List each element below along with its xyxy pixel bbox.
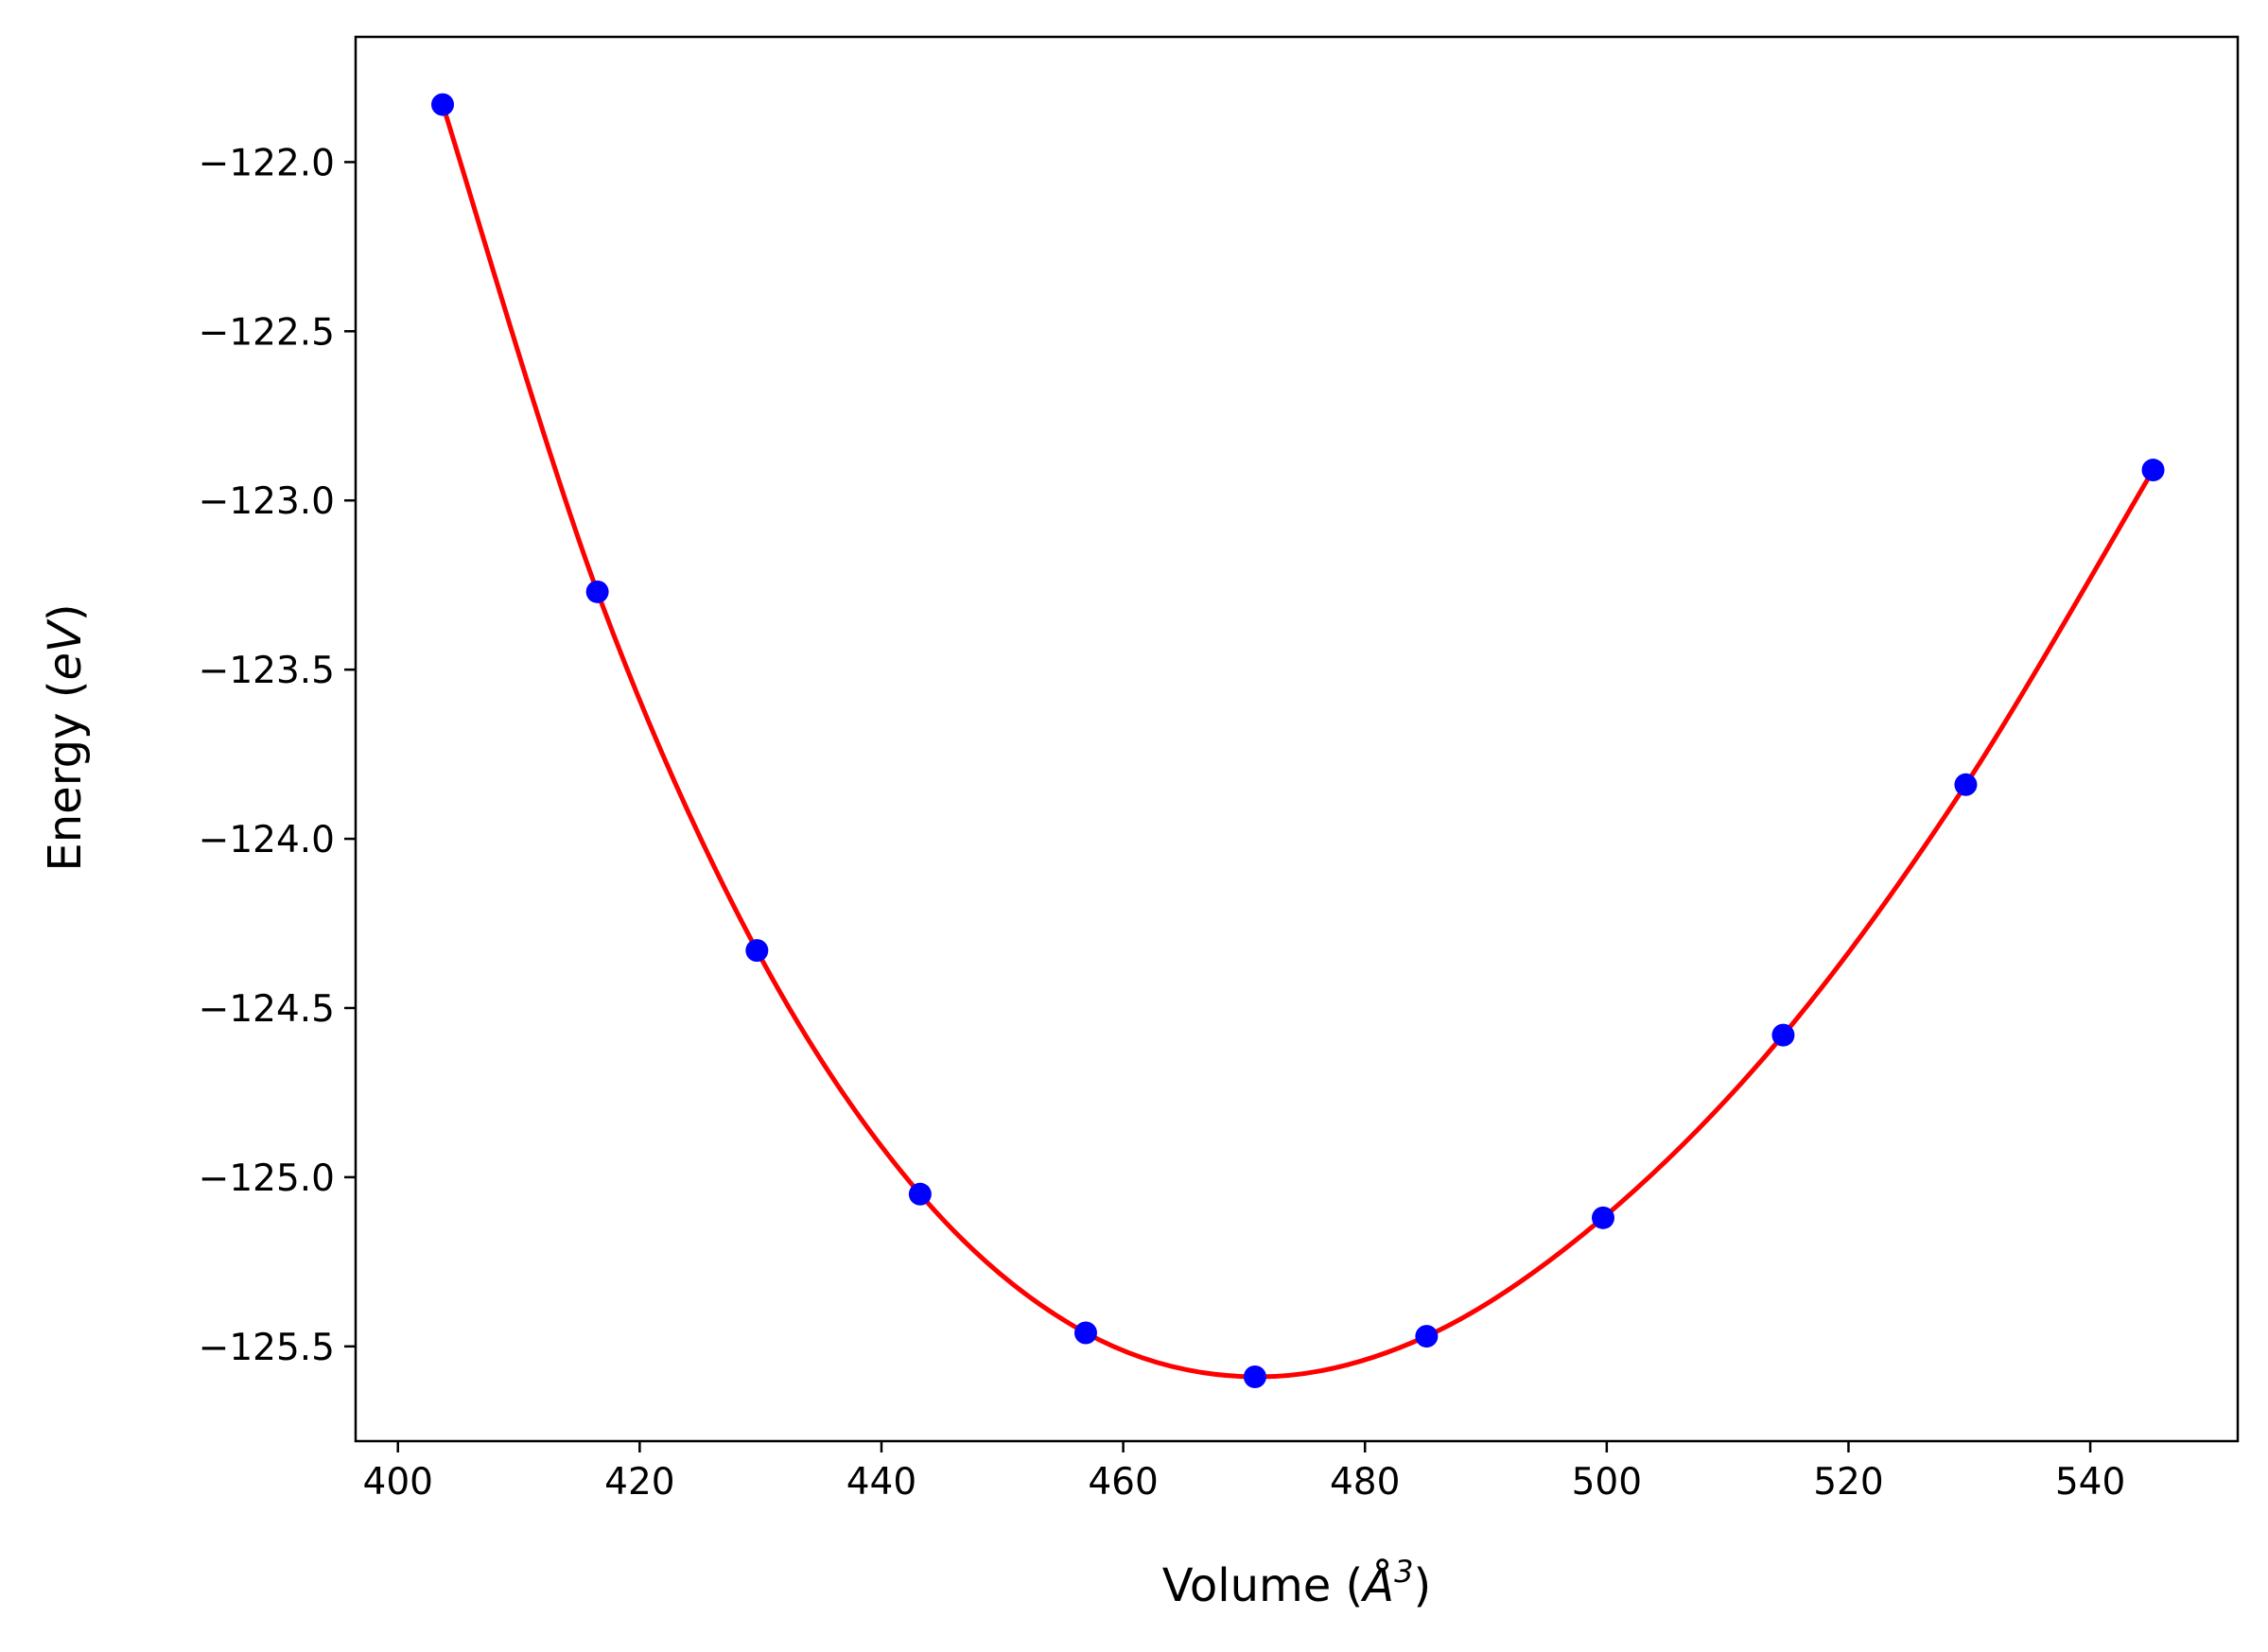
y-tick-label: −122.5 xyxy=(199,311,335,354)
data-point xyxy=(1243,1365,1266,1389)
x-tick-label: 540 xyxy=(2055,1461,2125,1504)
x-tick-label: 440 xyxy=(846,1461,916,1504)
x-tick-label: 520 xyxy=(1813,1461,1883,1504)
data-point xyxy=(2141,459,2165,482)
data-point xyxy=(908,1182,932,1206)
plot-area xyxy=(431,93,2165,1389)
y-tick-label: −123.0 xyxy=(199,480,335,523)
data-point xyxy=(1415,1325,1439,1348)
y-tick-label: −123.5 xyxy=(199,650,335,692)
y-tick-label: −125.5 xyxy=(199,1327,335,1369)
x-tick-label: 500 xyxy=(1572,1461,1642,1504)
x-axis-label: Volume (Å3) xyxy=(1162,1554,1431,1612)
x-tick-label: 420 xyxy=(604,1461,674,1504)
data-point xyxy=(1771,1023,1795,1047)
data-point xyxy=(585,580,609,603)
fit-curve-line xyxy=(440,103,2155,1380)
x-axis-ticks: 400 420 440 460 480 500 520 540 xyxy=(363,1441,2125,1504)
data-point xyxy=(1073,1321,1097,1345)
data-point xyxy=(745,939,769,963)
x-tick-label: 460 xyxy=(1088,1461,1158,1504)
data-point xyxy=(1954,773,1978,796)
data-point xyxy=(1591,1206,1614,1229)
y-tick-label: −124.0 xyxy=(199,819,335,861)
y-tick-label: −122.0 xyxy=(199,142,335,184)
x-tick-label: 480 xyxy=(1330,1461,1400,1504)
y-axis-ticks: −122.0 −122.5 −123.0 −123.5 −124.0 −124.5 −125… xyxy=(199,142,356,1369)
y-tick-label: −125.0 xyxy=(199,1157,335,1200)
data-point xyxy=(431,93,455,116)
x-tick-label: 400 xyxy=(363,1461,433,1504)
y-tick-label: −124.5 xyxy=(199,988,335,1031)
y-axis-label: Energy (eV) xyxy=(39,603,92,871)
data-points xyxy=(431,93,2165,1389)
axes-frame xyxy=(354,35,2240,1443)
